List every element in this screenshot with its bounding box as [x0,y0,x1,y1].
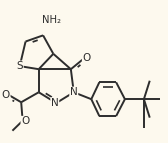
Text: S: S [16,61,23,71]
Text: O: O [82,53,91,63]
Text: N: N [51,98,59,108]
Text: N: N [70,87,78,97]
Text: O: O [21,116,29,126]
Text: NH₂: NH₂ [42,15,61,25]
Text: O: O [2,90,10,100]
